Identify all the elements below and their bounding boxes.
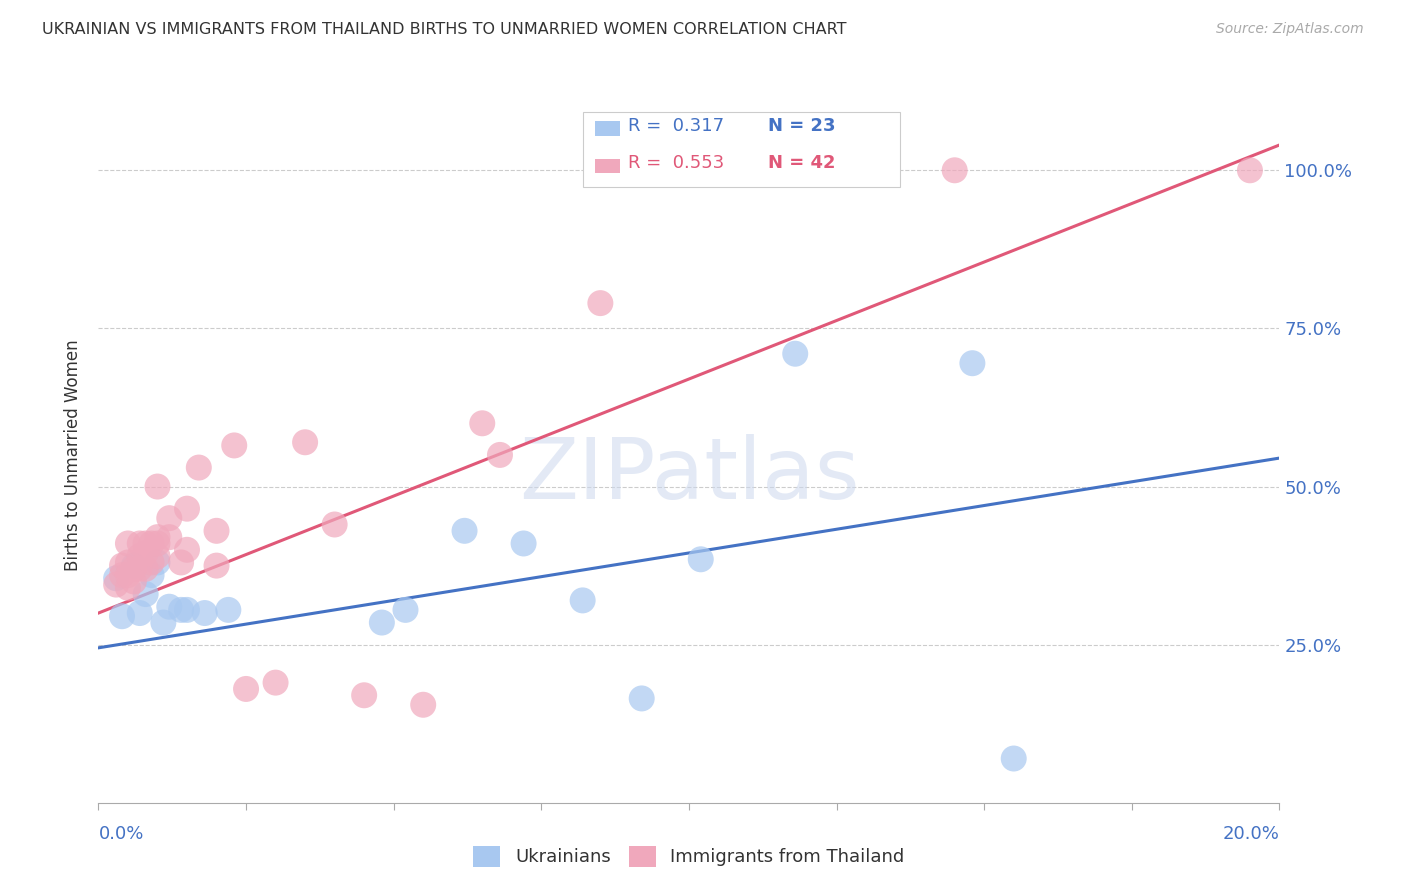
- Point: [294, 435, 316, 450]
- Point: [146, 530, 169, 544]
- Point: [678, 163, 700, 178]
- Point: [217, 603, 239, 617]
- Text: 0.0%: 0.0%: [98, 825, 143, 843]
- Point: [224, 438, 246, 452]
- Point: [785, 347, 807, 361]
- Point: [128, 606, 150, 620]
- Text: N = 23: N = 23: [768, 117, 835, 135]
- Point: [141, 556, 163, 570]
- Point: [128, 536, 150, 550]
- Point: [1239, 163, 1261, 178]
- Point: [943, 163, 966, 178]
- Point: [412, 698, 434, 712]
- Legend: Ukrainians, Immigrants from Thailand: Ukrainians, Immigrants from Thailand: [467, 838, 911, 874]
- Point: [135, 546, 157, 560]
- Point: [394, 603, 416, 617]
- Point: [117, 568, 139, 582]
- Text: ZIPatlas: ZIPatlas: [519, 434, 859, 517]
- Point: [630, 691, 652, 706]
- Point: [170, 603, 193, 617]
- Point: [111, 558, 134, 573]
- Point: [117, 581, 139, 595]
- Point: [135, 587, 157, 601]
- Text: R =  0.553: R = 0.553: [628, 154, 724, 172]
- Point: [135, 536, 157, 550]
- Y-axis label: Births to Unmarried Women: Births to Unmarried Women: [65, 339, 83, 571]
- Point: [471, 417, 494, 431]
- Point: [176, 542, 198, 557]
- Point: [235, 681, 257, 696]
- Point: [689, 552, 711, 566]
- Point: [187, 460, 209, 475]
- Point: [105, 577, 128, 591]
- Point: [117, 556, 139, 570]
- Point: [157, 599, 180, 614]
- Point: [152, 615, 174, 630]
- Point: [128, 549, 150, 563]
- Point: [205, 524, 228, 538]
- Point: [135, 562, 157, 576]
- Point: [105, 571, 128, 585]
- Point: [453, 524, 475, 538]
- Point: [176, 603, 198, 617]
- Point: [111, 609, 134, 624]
- Text: N = 42: N = 42: [768, 154, 835, 172]
- Text: 20.0%: 20.0%: [1223, 825, 1279, 843]
- Point: [157, 530, 180, 544]
- Point: [371, 615, 394, 630]
- Point: [157, 511, 180, 525]
- Point: [146, 479, 169, 493]
- Point: [146, 536, 169, 550]
- Point: [141, 568, 163, 582]
- Point: [141, 536, 163, 550]
- Text: UKRAINIAN VS IMMIGRANTS FROM THAILAND BIRTHS TO UNMARRIED WOMEN CORRELATION CHAR: UKRAINIAN VS IMMIGRANTS FROM THAILAND BI…: [42, 22, 846, 37]
- Point: [170, 556, 193, 570]
- Point: [353, 688, 375, 702]
- Point: [146, 556, 169, 570]
- Point: [962, 356, 984, 370]
- Point: [205, 558, 228, 573]
- Point: [128, 562, 150, 576]
- Point: [117, 536, 139, 550]
- Point: [176, 501, 198, 516]
- Point: [512, 536, 534, 550]
- Text: Source: ZipAtlas.com: Source: ZipAtlas.com: [1216, 22, 1364, 37]
- Point: [122, 574, 145, 589]
- Point: [122, 558, 145, 573]
- Point: [489, 448, 512, 462]
- Point: [571, 593, 593, 607]
- Point: [1002, 751, 1025, 765]
- Point: [264, 675, 287, 690]
- Point: [111, 568, 134, 582]
- Text: R =  0.317: R = 0.317: [628, 117, 724, 135]
- Point: [146, 549, 169, 563]
- Point: [194, 606, 217, 620]
- Point: [589, 296, 612, 310]
- Point: [323, 517, 346, 532]
- Point: [122, 562, 145, 576]
